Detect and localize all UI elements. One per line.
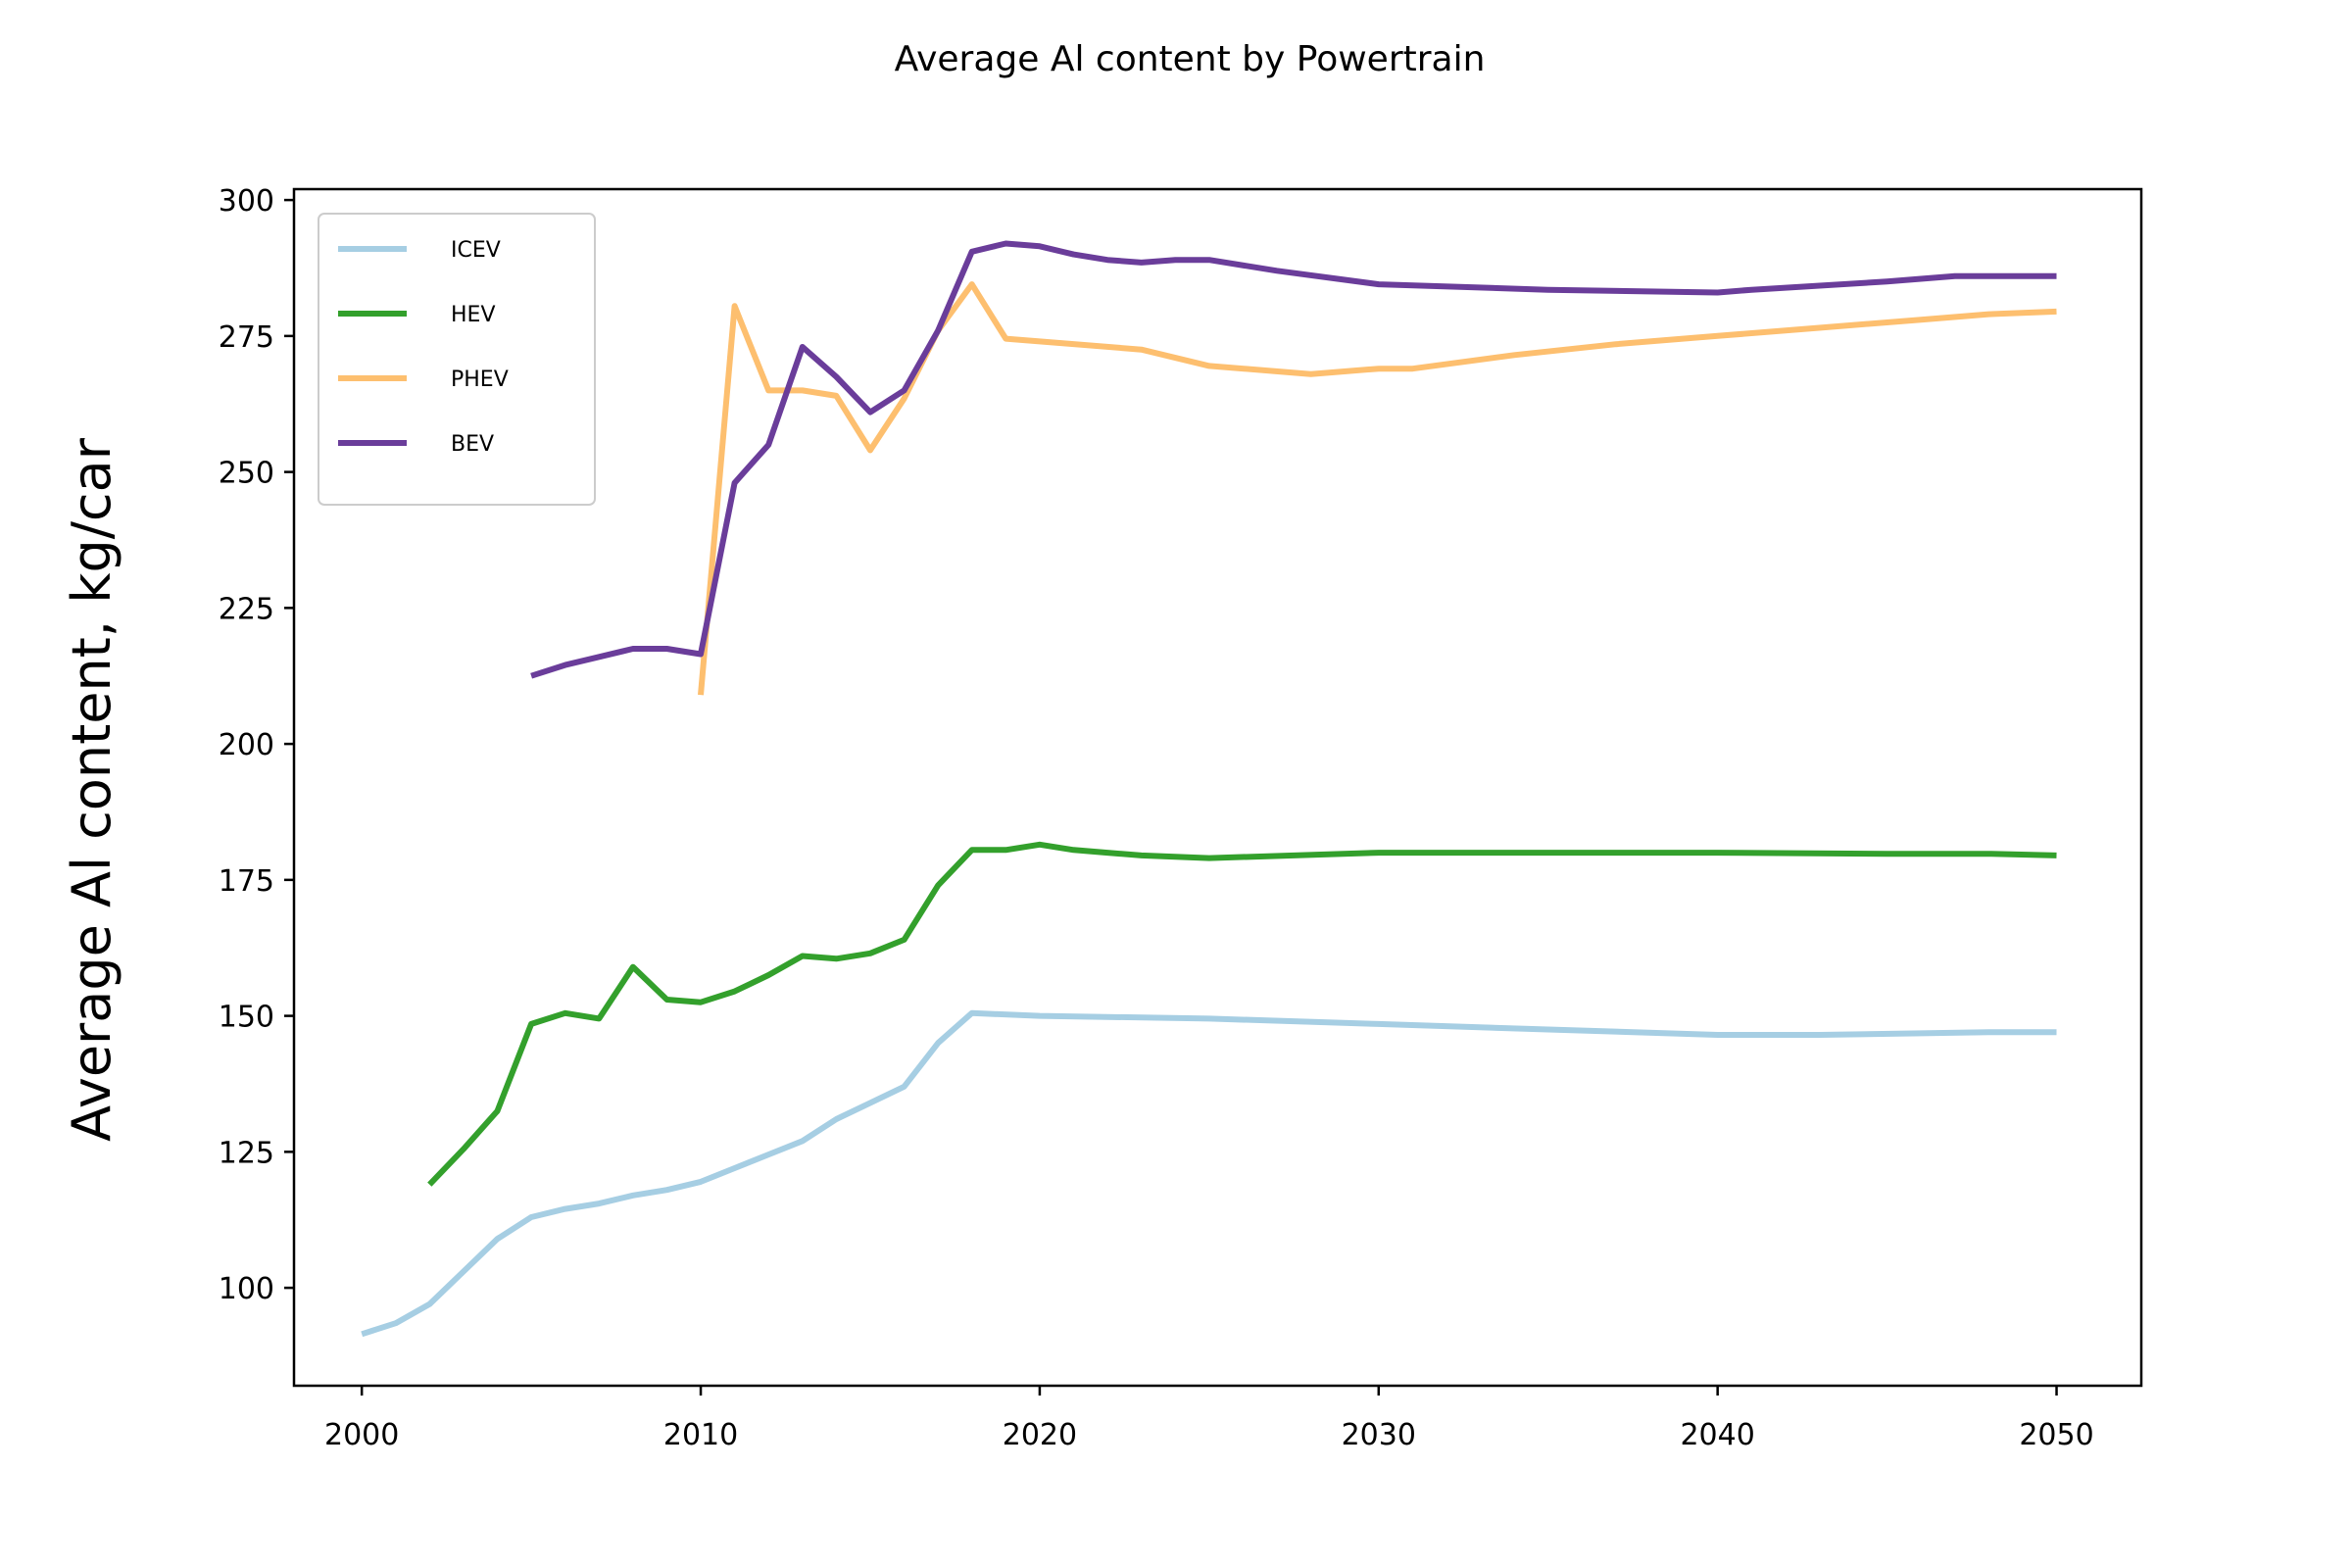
y-tick-label: 125 [219,1136,274,1170]
x-tick-label: 2010 [663,1418,738,1452]
y-tick-label: 275 [219,320,274,355]
chart-title: Average Al content by Powertrain [895,39,1486,79]
x-tick-label: 2030 [1342,1418,1416,1452]
y-tick-label: 150 [219,1001,274,1035]
y-tick-label: 200 [219,728,274,762]
y-tick-label: 100 [219,1272,274,1306]
legend-box [318,213,596,506]
y-tick-label: 175 [219,864,274,899]
series-line-bev [530,240,2057,679]
y-axis-title: Average Al content, kg/car [61,437,122,1142]
plot-area [361,240,2057,1338]
axes: 2000 2010 2020 2030 2040 2050 100 125 150 175 200 2… [219,184,2143,1452]
series-line-icev [361,1009,2057,1338]
series-line-phev [698,281,2057,696]
y-tick-label: 225 [219,592,274,626]
x-tick-label: 2050 [2019,1418,2093,1452]
legend-label-bev: BEV [451,432,494,457]
x-tick-label: 2040 [1680,1418,1754,1452]
y-tick-label: 250 [219,457,274,491]
legend-label-icev: ICEV [451,238,501,263]
x-tick-label: 2000 [324,1418,399,1452]
plot-frame [292,187,2143,1388]
legend: ICEV HEV PHEV BEV [318,213,596,506]
x-tick-label: 2020 [1003,1418,1077,1452]
series-line-hev [427,841,2057,1187]
y-tick-label: 300 [219,184,274,219]
legend-label-phev: PHEV [451,368,509,392]
legend-label-hev: HEV [451,303,496,327]
